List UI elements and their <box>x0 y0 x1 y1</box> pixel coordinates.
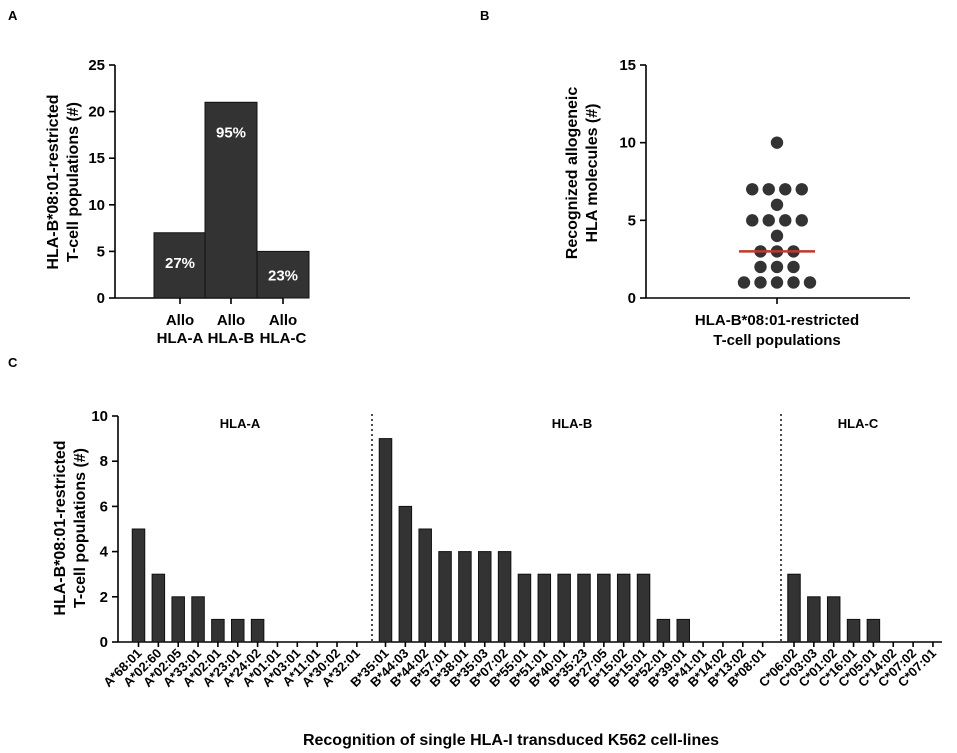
y-axis-title-c: HLA-B*08:01-restricted T-cell populations… <box>52 440 89 615</box>
bar-label-a: 95% <box>216 124 246 141</box>
bar-c <box>458 551 472 643</box>
y-tick-label-b: 15 <box>619 57 636 74</box>
x-category-label-a: Allo HLA-A <box>157 312 204 347</box>
bar-c <box>171 596 185 643</box>
bar-c <box>787 573 801 643</box>
y-tick-label-c: 2 <box>100 589 108 606</box>
chart-b: 0 5 10 15 HLA-B*08:01-restricted T-cell popul… <box>564 57 910 349</box>
bar-c <box>231 618 245 643</box>
bar-c <box>676 618 690 643</box>
bar-c <box>131 528 146 643</box>
panel-label-c: C <box>8 355 18 370</box>
bar-c <box>616 573 631 643</box>
y-tick-label-b: 5 <box>628 212 636 229</box>
bar-c <box>151 573 166 643</box>
y-tick-label-c: 10 <box>91 408 108 425</box>
bar-c <box>418 528 432 643</box>
data-point-b <box>795 183 808 196</box>
bar-c <box>557 573 571 643</box>
bar-c <box>250 618 265 643</box>
data-point-b <box>754 276 767 289</box>
y-tick-label-a: 0 <box>97 290 105 307</box>
data-point-b <box>770 276 784 289</box>
data-point-b <box>770 229 784 243</box>
bar-label-a: 23% <box>268 268 298 285</box>
x-category-label-a: Allo HLA-C <box>260 312 307 347</box>
y-tick-label-c: 4 <box>100 544 109 561</box>
y-tick-label-b: 0 <box>628 290 636 307</box>
data-point-b <box>795 214 808 227</box>
y-tick-label-a: 10 <box>88 197 105 214</box>
bar-c <box>807 596 821 643</box>
y-axis-title-b: Recognized allogeneic HLA molecules (#) <box>564 87 601 260</box>
data-point-b <box>787 276 800 289</box>
bar-c <box>846 618 861 643</box>
x-category-label-a: Allo HLA-B <box>208 312 255 347</box>
data-point-b <box>737 276 751 289</box>
bar-c <box>398 505 413 643</box>
group-title-c: HLA-B <box>552 416 592 431</box>
bar-c <box>866 618 881 643</box>
y-tick-label-a: 20 <box>88 104 105 121</box>
bar-c <box>577 573 591 643</box>
data-point-b <box>762 214 775 227</box>
data-point-b <box>770 260 784 274</box>
bar-c <box>378 438 393 643</box>
y-tick-label-c: 0 <box>100 634 108 651</box>
y-tick-label-c: 6 <box>100 498 108 515</box>
bar-c <box>478 551 492 643</box>
data-point-b <box>787 260 800 274</box>
bar-c <box>211 618 225 643</box>
data-point-b <box>746 183 759 196</box>
bar-label-a: 27% <box>165 255 195 272</box>
bar-c <box>537 573 552 643</box>
bar-c <box>438 551 452 643</box>
data-point-b <box>779 214 792 227</box>
data-point-b <box>762 183 775 196</box>
data-point-b <box>754 260 767 274</box>
chart-a: 0 5 10 15 20 25 27% Allo HLA-A 95% Allo HLA-B 23% All… <box>45 57 310 347</box>
bar-c <box>826 596 841 643</box>
y-axis-title-a: HLA-B*08:01-restricted T-cell populations… <box>45 94 82 269</box>
y-tick-label-c: 8 <box>100 453 108 470</box>
panel-label-a: A <box>8 8 18 23</box>
data-point-b <box>746 214 759 227</box>
panel-label-b: B <box>480 8 489 23</box>
x-axis-title-b: HLA-B*08:01-restricted T-cell populations <box>695 312 859 349</box>
bar-c <box>636 573 651 643</box>
bar-c <box>517 573 532 643</box>
y-tick-label-b: 10 <box>619 135 636 152</box>
data-point-b <box>770 198 784 211</box>
bar-c <box>597 573 611 643</box>
x-axis-title-c: Recognition of single HLA-I transduced K… <box>303 732 719 749</box>
bar-a <box>153 232 207 299</box>
y-tick-label-a: 25 <box>88 57 105 74</box>
data-point-b <box>770 136 784 149</box>
y-tick-label-a: 5 <box>97 243 105 260</box>
bar-c <box>191 596 205 643</box>
data-point-b <box>803 276 817 289</box>
data-point-b <box>779 183 792 196</box>
bar-c <box>656 618 671 643</box>
group-title-c: HLA-C <box>838 416 879 431</box>
y-tick-label-a: 15 <box>88 150 105 167</box>
bar-c <box>497 551 512 643</box>
group-title-c: HLA-A <box>220 416 261 431</box>
